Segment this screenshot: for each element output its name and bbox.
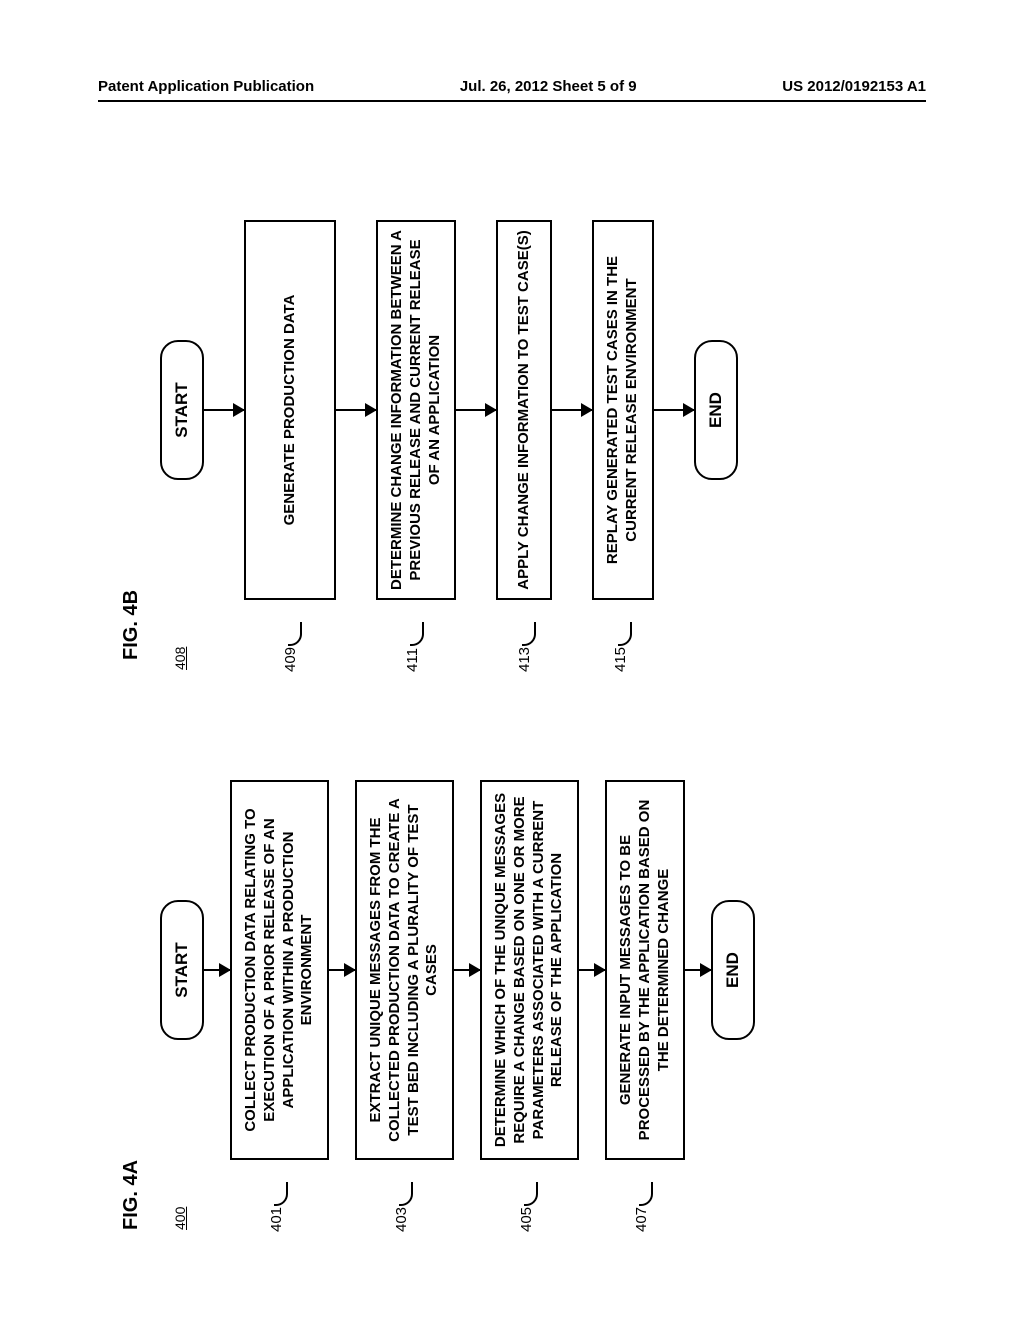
arrow-icon	[204, 969, 230, 972]
arrow-icon	[579, 969, 605, 972]
end-node-a: END	[711, 900, 755, 1040]
flowchart-4b: 408 START 409 GENERATE PRODUCTION DATA 4…	[160, 190, 738, 630]
step-number: 405	[518, 1207, 535, 1232]
step-number: 403	[393, 1207, 410, 1232]
fig-4b-reference: 408	[172, 647, 188, 670]
process-box: REPLAY GENERATED TEST CASES IN THE CURRE…	[592, 220, 654, 600]
leader-line	[639, 1182, 653, 1206]
process-box: GENERATE INPUT MESSAGES TO BE PROCESSED …	[605, 780, 685, 1160]
leader-line	[522, 622, 536, 646]
process-box: COLLECT PRODUCTION DATA RELATING TO EXEC…	[230, 780, 329, 1160]
figure-content: FIG. 4A FIG. 4B 400 START 401 COLLECT PR…	[120, 170, 884, 1230]
flowchart-4a: 400 START 401 COLLECT PRODUCTION DATA RE…	[160, 750, 755, 1190]
step-number: 415	[612, 647, 629, 672]
step-number: 401	[268, 1207, 285, 1232]
page-header: Patent Application Publication Jul. 26, …	[98, 78, 926, 95]
start-node-b: START	[160, 340, 204, 480]
process-box: DETERMINE WHICH OF THE UNIQUE MESSAGES R…	[480, 780, 579, 1160]
arrow-icon	[456, 409, 496, 412]
process-box: EXTRACT UNIQUE MESSAGES FROM THE COLLECT…	[355, 780, 454, 1160]
header-center: Jul. 26, 2012 Sheet 5 of 9	[460, 78, 637, 95]
arrow-icon	[454, 969, 480, 972]
leader-line	[524, 1182, 538, 1206]
arrow-icon	[329, 969, 355, 972]
fig-4b-label: FIG. 4B	[120, 590, 143, 660]
header-left: Patent Application Publication	[98, 78, 314, 95]
header-right: US 2012/0192153 A1	[782, 78, 926, 95]
leader-line	[288, 622, 302, 646]
process-box: GENERATE PRODUCTION DATA	[244, 220, 336, 600]
arrow-icon	[685, 969, 711, 972]
start-node-a: START	[160, 900, 204, 1040]
step-number: 407	[633, 1207, 650, 1232]
arrow-icon	[336, 409, 376, 412]
leader-line	[410, 622, 424, 646]
leader-line	[399, 1182, 413, 1206]
fig-4a-label: FIG. 4A	[120, 1160, 143, 1230]
process-box: APPLY CHANGE INFORMATION TO TEST CASE(S)	[496, 220, 552, 600]
leader-line	[618, 622, 632, 646]
process-box: DETERMINE CHANGE INFORMATION BETWEEN A P…	[376, 220, 456, 600]
header-rule	[98, 100, 926, 102]
fig-4a-reference: 400	[172, 1207, 188, 1230]
end-node-b: END	[694, 340, 738, 480]
arrow-icon	[654, 409, 694, 412]
step-number: 413	[516, 647, 533, 672]
arrow-icon	[204, 409, 244, 412]
step-number: 411	[404, 648, 421, 672]
step-number: 409	[282, 647, 299, 672]
leader-line	[274, 1182, 288, 1206]
arrow-icon	[552, 409, 592, 412]
